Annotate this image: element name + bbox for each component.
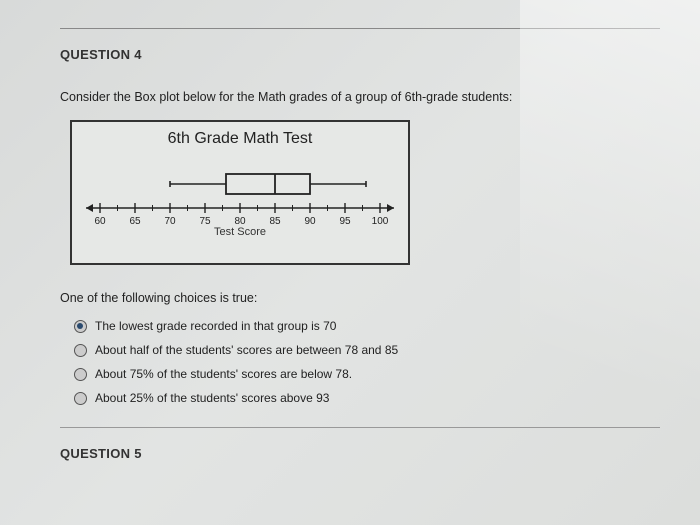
radio-button[interactable] <box>74 320 87 333</box>
option-row-3[interactable]: About 25% of the students' scores above … <box>74 391 660 405</box>
svg-text:70: 70 <box>164 216 176 227</box>
option-label: The lowest grade recorded in that group … <box>95 319 336 333</box>
axis-label: Test Score <box>214 226 266 238</box>
option-row-0[interactable]: The lowest grade recorded in that group … <box>74 319 660 333</box>
sub-prompt: One of the following choices is true: <box>60 291 660 305</box>
radio-button[interactable] <box>74 368 87 381</box>
option-label: About half of the students' scores are b… <box>95 343 398 357</box>
radio-button[interactable] <box>74 344 87 357</box>
next-question-header: QUESTION 5 <box>60 446 660 461</box>
bottom-divider <box>60 427 660 428</box>
svg-text:75: 75 <box>199 216 211 227</box>
question-header: QUESTION 4 <box>60 47 660 62</box>
boxplot-title: 6th Grade Math Test <box>168 130 313 148</box>
option-row-1[interactable]: About half of the students' scores are b… <box>74 343 660 357</box>
svg-text:100: 100 <box>372 216 389 227</box>
option-row-2[interactable]: About 75% of the students' scores are be… <box>74 367 660 381</box>
prompt-text: Consider the Box plot below for the Math… <box>60 90 660 104</box>
radio-button[interactable] <box>74 392 87 405</box>
option-label: About 25% of the students' scores above … <box>95 391 329 405</box>
svg-text:95: 95 <box>339 216 351 227</box>
boxplot-svg: 6065707580859095100 <box>82 158 398 228</box>
svg-text:60: 60 <box>94 216 106 227</box>
boxplot-container: 6th Grade Math Test 6065707580859095100 … <box>70 120 410 265</box>
svg-text:90: 90 <box>304 216 316 227</box>
options-group: The lowest grade recorded in that group … <box>60 319 660 405</box>
top-divider <box>60 28 660 29</box>
option-label: About 75% of the students' scores are be… <box>95 367 352 381</box>
svg-text:85: 85 <box>269 216 281 227</box>
svg-text:65: 65 <box>129 216 141 227</box>
